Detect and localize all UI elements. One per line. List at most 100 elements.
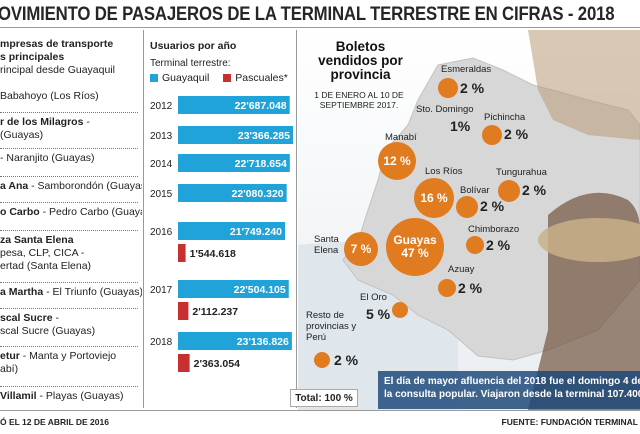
route-item: Villamil - Playas (Guayas) (0, 390, 142, 403)
column-divider-right (296, 30, 297, 408)
province-label-santa-elena: Santa Elena (314, 234, 339, 256)
province-bubble-esmeraldas (438, 78, 458, 98)
route-line: a Ana - Samborondón (Guayas) (0, 180, 142, 193)
route-separator (0, 346, 138, 347)
bar-guayaquil-2017 (178, 280, 289, 298)
route-destination: - Playas (Guayas) (36, 390, 124, 402)
route-line: Babahoyo (Los Ríos) (0, 90, 142, 103)
province-pct-guayas: 47 % (401, 246, 429, 260)
year-label-2014: 2014 (150, 159, 173, 170)
province-bubble-santa-elena: 7 % (344, 232, 378, 266)
route-item: a Ana - Samborondón (Guayas) (0, 180, 142, 193)
province-pct-bolivar: 2 % (480, 198, 505, 214)
route-item: etur - Manta y Portoviejo abí) (0, 350, 142, 376)
province-pct-esmeraldas: 2 % (460, 80, 485, 96)
route-line: a Martha - El Triunfo (Guayas) (0, 286, 142, 299)
province-label-resto: Resto de provincias y Perú (306, 310, 357, 343)
routes-panel: mpresas de transporte s principales rinc… (0, 30, 142, 410)
province-label-chimborazo: Chimborazo (468, 224, 520, 235)
page-title: OVIMIENTO DE PASAJEROS DE LA TERMINAL TE… (0, 3, 615, 25)
province-bubble-chimborazo (466, 236, 484, 254)
route-separator (0, 176, 138, 177)
chart-subheading: Terminal terrestre: (150, 58, 231, 69)
legend-guayaquil: Guayaquil (150, 72, 209, 84)
route-item: o Carbo - Pedro Carbo (Guayas) (0, 206, 142, 219)
value-label-guayaquil-2016: 21'749.240 (230, 226, 282, 238)
route-line: etur - Manta y Portoviejo (0, 350, 142, 363)
route-destination: - Samborondón (Guayas) (28, 180, 142, 192)
route-item: r de los Milagros - (Guayas) (0, 116, 142, 142)
province-label-el-oro: El Oro (360, 292, 387, 303)
value-label-guayaquil-2017: 22'504.105 (234, 284, 286, 296)
bar-pascuales-2017 (178, 302, 189, 320)
users-bar-chart: 2012 22'687.048 2013 23'366.285 2014 22'718.6… (150, 96, 293, 372)
year-label-2015: 2015 (150, 189, 173, 200)
route-item: - Naranjito (Guayas) (0, 152, 142, 165)
value-label-pascuales-2018: 2'363.054 (194, 358, 240, 370)
column-divider-left (143, 30, 144, 408)
bar-pascuales-2018 (178, 354, 190, 372)
year-label-2016: 2016 (150, 227, 173, 238)
province-bubble-manabi: 12 % (378, 142, 416, 180)
province-label-bolivar: Bolívar (460, 185, 490, 196)
province-label-guayas: Guayas (393, 233, 437, 247)
province-bubble-azuay (438, 279, 456, 297)
bar-guayaquil-2015 (178, 184, 287, 202)
footer-source: FUENTE: FUNDACIÓN TERMINAL (501, 417, 638, 427)
value-label-guayaquil-2018: 23'136.826 (237, 336, 289, 348)
route-line: pesa, CLP, CICA - (0, 247, 85, 259)
route-destination: - Naranjito (Guayas) (0, 152, 95, 164)
route-line: r de los Milagros - (0, 116, 142, 129)
caption-line2: la consulta popular. Viajaron desde la t… (384, 389, 640, 400)
province-bubble-guayas: Guayas 47 % (386, 218, 444, 276)
routes-heading: mpresas de transporte s principales rinc… (0, 38, 140, 77)
year-label-2013: 2013 (150, 131, 173, 142)
route-company: scal Sucre (0, 312, 53, 324)
legend-label-guayaquil: Guayaquil (162, 72, 210, 84)
province-bubble-el-oro (392, 302, 408, 318)
route-separator (0, 230, 138, 231)
province-bubble-los-rios: 16 % (414, 178, 454, 218)
route-line: scal Sucre - (0, 312, 142, 325)
users-chart-panel: 2012 22'687.048 2013 23'366.285 2014 22'718.6… (146, 30, 296, 410)
legend-pascuales: Pascuales* (223, 72, 288, 84)
chart-heading: Usuarios por año (150, 40, 237, 52)
infographic-header: OVIMIENTO DE PASAJEROS DE LA TERMINAL TE… (0, 0, 640, 28)
route-destination: - Pedro Carbo (Guayas) (42, 206, 142, 218)
route-separator (0, 112, 138, 113)
footer-note: Ó EL 12 DE ABRIL DE 2016 (0, 417, 109, 427)
map-title: Boletos vendidos por provincia (318, 39, 403, 82)
route-separator (0, 148, 138, 149)
bar-guayaquil-2013 (178, 126, 293, 144)
map-background (298, 30, 640, 410)
legend-label-pascuales: Pascuales* (235, 72, 288, 84)
value-label-guayaquil-2015: 22'080.320 (232, 188, 284, 200)
route-destination: Babahoyo (Los Ríos) (0, 90, 99, 102)
route-company: r de los Milagros (0, 116, 84, 128)
route-separator (0, 202, 138, 203)
bar-guayaquil-2012 (178, 96, 290, 114)
photo-buildings (528, 30, 640, 140)
bar-pascuales-2016 (178, 244, 186, 262)
province-pct-pichincha: 2 % (504, 126, 529, 142)
province-bubble-tungurahua (498, 180, 520, 202)
route-destination: - El Triunfo (Guayas) (43, 286, 142, 298)
route-line: - Naranjito (Guayas) (0, 152, 142, 165)
province-pct-el-oro: 5 % (366, 306, 391, 322)
province-label-esmeraldas: Esmeraldas (441, 64, 492, 75)
route-company: o Carbo (0, 206, 40, 218)
province-pct-sto-domingo: 1% (450, 118, 471, 134)
photo-caption: El día de mayor afluencia del 2018 fue e… (378, 371, 640, 409)
route-item: Babahoyo (Los Ríos) (0, 90, 142, 103)
route-destination: - (52, 312, 59, 324)
chart-legend: Guayaquil Pascuales* (150, 72, 288, 84)
map-date-range: 1 DE ENERO AL 10 DE SEPTIEMBRE 2017. (314, 90, 404, 110)
route-company: a Ana (0, 180, 29, 192)
province-label-manabi: Manabí (385, 132, 417, 143)
province-map-panel: Boletos vendidos por provincia 1 DE ENER… (298, 30, 640, 410)
routes-heading-line3: rincipal desde Guayaquil (0, 64, 115, 76)
legend-swatch-pascuales (223, 74, 232, 82)
province-bubble-resto (314, 352, 330, 368)
province-label-pichincha: Pichincha (484, 112, 526, 123)
bar-guayaquil-2018 (178, 332, 292, 350)
